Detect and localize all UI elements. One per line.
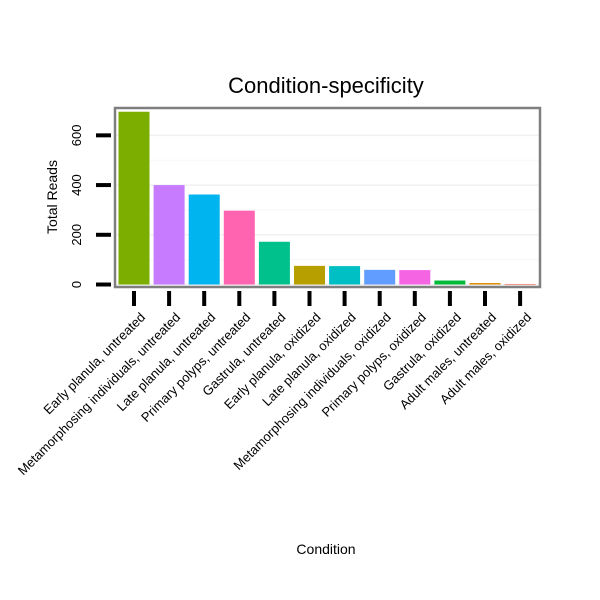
bars bbox=[118, 111, 536, 286]
bar bbox=[188, 194, 220, 285]
bar bbox=[434, 280, 466, 285]
plot-panel-border bbox=[113, 106, 542, 289]
bar bbox=[153, 185, 185, 285]
x-axis-label: Condition bbox=[296, 541, 355, 557]
bar bbox=[364, 269, 396, 285]
grid-lines bbox=[115, 134, 540, 286]
bar bbox=[118, 111, 150, 285]
y-tick-label: 0 bbox=[69, 281, 84, 288]
bar bbox=[223, 210, 255, 285]
y-tick-label: 600 bbox=[69, 124, 84, 146]
bar bbox=[258, 241, 290, 285]
bar bbox=[294, 265, 325, 285]
y-tick-label: 400 bbox=[69, 174, 84, 196]
chart-title: Condition-specificity bbox=[228, 73, 424, 98]
bar bbox=[469, 283, 501, 285]
bar bbox=[504, 284, 536, 286]
y-tick-label: 200 bbox=[69, 224, 84, 246]
bar bbox=[329, 266, 361, 285]
y-axis-label: Total Reads bbox=[44, 160, 60, 234]
bar bbox=[399, 270, 431, 285]
